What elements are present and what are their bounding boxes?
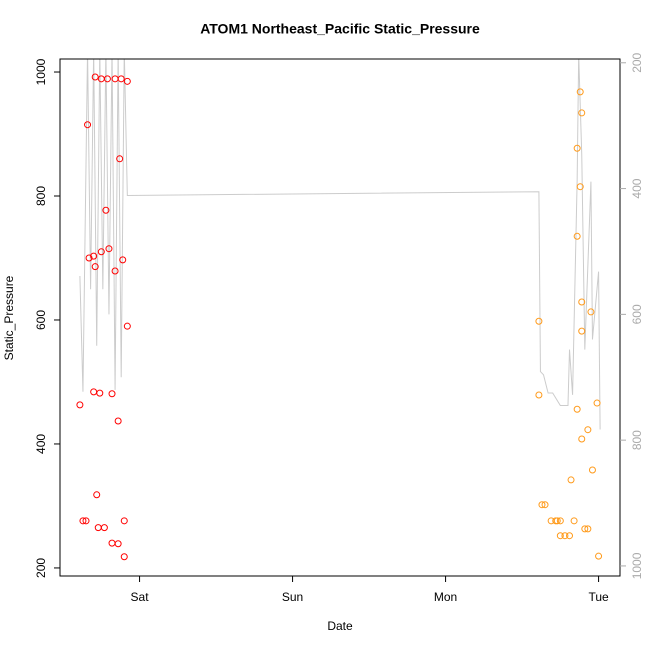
y2-tick-label: 400 bbox=[630, 178, 644, 198]
point bbox=[556, 532, 564, 540]
point bbox=[85, 254, 93, 262]
point bbox=[90, 252, 98, 260]
plot-frame bbox=[59, 58, 621, 577]
point bbox=[111, 75, 119, 83]
point bbox=[123, 322, 131, 330]
point bbox=[79, 517, 87, 525]
point bbox=[578, 109, 586, 117]
point bbox=[593, 399, 601, 407]
point bbox=[100, 524, 108, 532]
point bbox=[94, 524, 102, 532]
y-tick-label: 800 bbox=[34, 186, 48, 206]
point bbox=[108, 539, 116, 547]
x-tick-label: Tue bbox=[588, 590, 609, 604]
point bbox=[588, 466, 596, 474]
y2-tick-label: 1000 bbox=[630, 552, 644, 579]
point bbox=[108, 390, 116, 398]
point bbox=[120, 553, 128, 561]
y-tick-label: 1000 bbox=[34, 58, 48, 85]
point bbox=[567, 476, 575, 484]
point bbox=[119, 256, 127, 264]
point bbox=[576, 88, 584, 96]
point bbox=[578, 327, 586, 335]
y2-tick-label: 600 bbox=[630, 304, 644, 324]
point bbox=[561, 532, 569, 540]
point bbox=[97, 248, 105, 256]
point bbox=[573, 144, 581, 152]
point bbox=[102, 206, 110, 214]
point bbox=[553, 517, 561, 525]
line bbox=[79, 59, 601, 430]
y-tick-label: 400 bbox=[34, 434, 48, 454]
point bbox=[584, 426, 592, 434]
point bbox=[576, 183, 584, 191]
y2-tick-label: 200 bbox=[630, 52, 644, 72]
point bbox=[535, 391, 543, 399]
x-tick-label: Sun bbox=[282, 590, 303, 604]
point bbox=[111, 267, 119, 275]
point bbox=[535, 317, 543, 325]
point bbox=[566, 532, 574, 540]
point bbox=[538, 501, 546, 509]
point bbox=[587, 308, 595, 316]
point bbox=[93, 491, 101, 499]
point bbox=[91, 73, 99, 81]
point bbox=[581, 525, 589, 533]
x-axis-title: Date bbox=[327, 619, 353, 633]
point bbox=[573, 405, 581, 413]
plot-area bbox=[76, 59, 603, 561]
point bbox=[120, 517, 128, 525]
point bbox=[96, 389, 104, 397]
point bbox=[114, 417, 122, 425]
x-tick-label: Sat bbox=[131, 590, 150, 604]
y-axis-title: Static_Pressure bbox=[2, 275, 16, 360]
point bbox=[84, 121, 92, 129]
point bbox=[578, 298, 586, 306]
point bbox=[117, 75, 125, 83]
y2-tick-label: 800 bbox=[630, 430, 644, 450]
point bbox=[103, 75, 111, 83]
point bbox=[105, 245, 113, 253]
point bbox=[90, 388, 98, 396]
point bbox=[116, 155, 124, 163]
point bbox=[76, 401, 84, 409]
point bbox=[556, 517, 564, 525]
chart-title: ATOM1 Northeast_Pacific Static_Pressure bbox=[200, 21, 480, 37]
y-tick-label: 600 bbox=[34, 310, 48, 330]
point bbox=[595, 552, 603, 560]
x-tick-label: Mon bbox=[434, 590, 457, 604]
point bbox=[82, 517, 90, 525]
y-tick-label: 200 bbox=[34, 558, 48, 578]
point bbox=[91, 263, 99, 271]
point bbox=[541, 501, 549, 509]
point bbox=[578, 435, 586, 443]
point bbox=[573, 232, 581, 240]
point bbox=[570, 517, 578, 525]
point bbox=[123, 77, 131, 85]
point bbox=[114, 540, 122, 548]
point bbox=[584, 525, 592, 533]
